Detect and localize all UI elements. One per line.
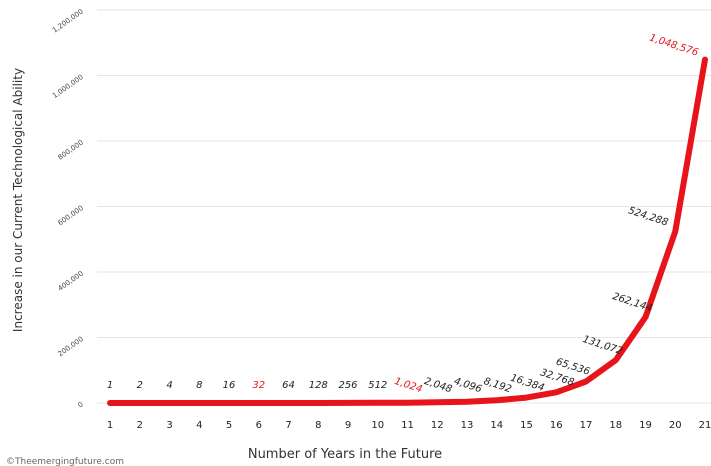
credit-text: ©Theemergingfuture.com [6, 457, 124, 466]
data-label: 8 [196, 380, 202, 391]
x-tick-label: 1 [107, 420, 113, 431]
data-label: 512 [368, 380, 387, 391]
x-tick-label: 16 [550, 420, 563, 431]
data-label: 2 [137, 380, 143, 391]
x-axis-ticks: 1 2 3 4 5 6 7 8 9 10 11 12 13 14 15 16 17 18 19 20 21 [107, 420, 711, 431]
y-tick-label: 200,000 [57, 335, 85, 358]
data-label: 8,192 [482, 376, 513, 395]
y-axis-ticks: 0 200,000 400,000 600,000 800,000 1,000,000 1,… [51, 8, 85, 410]
data-label: 1 [107, 380, 113, 391]
data-label: 1,024 [393, 376, 424, 395]
data-label: 128 [309, 380, 328, 391]
y-axis-title: Increase in our Current Technological Ab… [11, 68, 25, 332]
data-label: 2,048 [423, 376, 454, 395]
x-tick-label: 18 [609, 420, 622, 431]
x-tick-label: 15 [520, 420, 533, 431]
y-tick-label: 1,000,000 [51, 73, 85, 100]
data-labels: 1 2 4 8 16 32 64 128 256 512 1,024 2,048 4,096 8,192 1… [107, 33, 700, 396]
x-tick-label: 3 [166, 420, 172, 431]
y-tick-label: 0 [77, 401, 85, 410]
x-tick-label: 5 [226, 420, 232, 431]
x-tick-label: 19 [639, 420, 652, 431]
data-label: 4,096 [452, 376, 483, 395]
x-tick-label: 21 [699, 420, 711, 431]
data-label: 32 [252, 380, 265, 391]
data-label: 524,288 [627, 205, 670, 228]
x-tick-label: 7 [285, 420, 291, 431]
x-tick-label: 2 [137, 420, 143, 431]
series-layer [107, 56, 708, 406]
data-label: 256 [338, 380, 357, 391]
x-tick-label: 11 [401, 420, 414, 431]
x-tick-label: 12 [431, 420, 444, 431]
series-line [107, 56, 708, 406]
x-tick-label: 6 [256, 420, 262, 431]
x-axis-title: Number of Years in the Future [248, 447, 442, 462]
x-tick-label: 8 [315, 420, 321, 431]
gridlines [97, 9, 711, 404]
y-tick-label: 1,200,000 [51, 8, 85, 35]
x-tick-label: 17 [580, 420, 593, 431]
data-label: 16 [223, 380, 236, 391]
data-label: 64 [282, 380, 295, 391]
y-tick-label: 400,000 [57, 270, 85, 293]
data-label: 1,048,576 [648, 33, 700, 59]
data-label: 262,144 [611, 291, 654, 314]
x-tick-label: 4 [196, 420, 202, 431]
y-tick-label: 600,000 [57, 204, 85, 227]
x-tick-label: 14 [490, 420, 503, 431]
x-tick-label: 9 [345, 420, 351, 431]
x-tick-label: 13 [461, 420, 474, 431]
y-tick-label: 800,000 [57, 139, 85, 162]
x-tick-label: 20 [669, 420, 682, 431]
x-tick-label: 10 [371, 420, 384, 431]
data-label: 4 [166, 380, 172, 391]
